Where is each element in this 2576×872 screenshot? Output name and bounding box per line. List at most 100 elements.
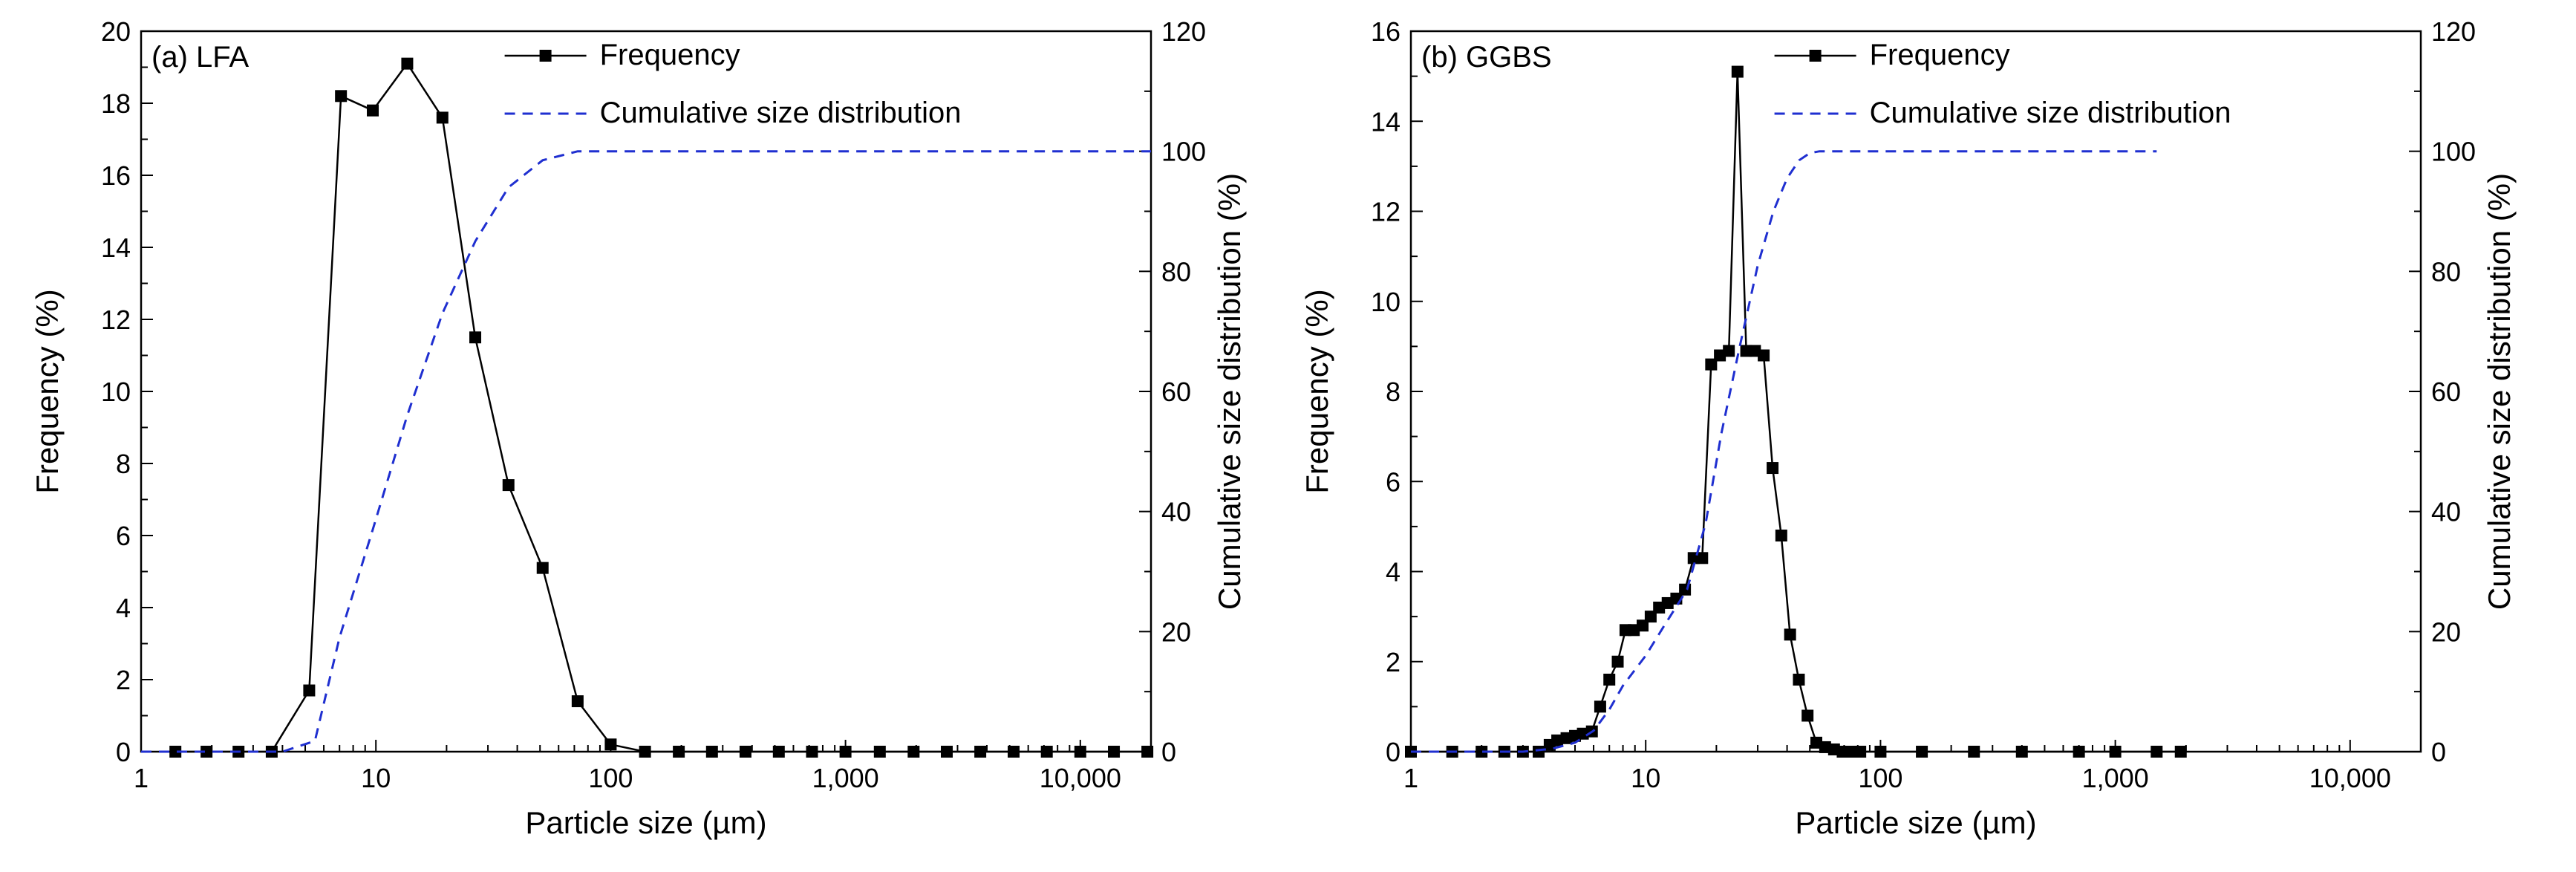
chart-panel--b-ggbs: 1 10 100 1,000 10,000 0 2 4 6 8 10 12 14 16 0 20 40 60 80 1… — [1300, 16, 2517, 840]
frequency-marker — [1705, 358, 1718, 371]
y-tick-label: 10 — [101, 377, 131, 407]
frequency-marker — [1793, 674, 1805, 686]
y2-tick-label: 80 — [2431, 256, 2461, 287]
frequency-marker — [502, 479, 515, 492]
frequency-marker — [974, 746, 987, 758]
frequency-marker — [1696, 552, 1709, 564]
frequency-marker — [1141, 746, 1154, 758]
y2-tick-label: 0 — [2431, 737, 2446, 767]
legend-label-frequency: Frequency — [600, 39, 740, 71]
x-tick-label: 10 — [361, 763, 391, 793]
frequency-marker — [1723, 345, 1735, 357]
x-tick-label: 100 — [1858, 763, 1902, 793]
frequency-marker — [2151, 746, 2163, 758]
y-tick-label: 16 — [101, 160, 131, 191]
y2-tick-label: 60 — [2431, 377, 2461, 407]
chart-panel--a-lfa: 1 10 100 1,000 10,000 0 2 4 6 8 10 12 14 16 18 20 0 20 40 6… — [30, 16, 1247, 840]
frequency-marker — [2015, 746, 2028, 758]
y2-tick-label: 120 — [1161, 16, 1206, 47]
frequency-marker — [469, 331, 482, 344]
frequency-marker — [1731, 65, 1744, 78]
y-tick-label: 4 — [116, 593, 131, 623]
frequency-marker — [1758, 349, 1770, 362]
frequency-marker — [303, 684, 316, 697]
y-tick-label: 14 — [1371, 106, 1401, 137]
plot-frame — [1409, 30, 2422, 753]
x-tick-label: 10,000 — [2309, 763, 2391, 793]
frequency-marker — [1108, 746, 1121, 758]
frequency-marker — [1603, 674, 1616, 686]
legend-label-cumulative: Cumulative size distribution — [600, 97, 962, 129]
y-tick-label: 6 — [116, 521, 131, 551]
x-axis-title: Particle size (µm) — [525, 805, 766, 840]
frequency-marker — [2174, 746, 2187, 758]
frequency-marker — [1040, 746, 1053, 758]
y2-tick-label: 60 — [1161, 377, 1191, 407]
y-axis-title: Frequency (%) — [30, 289, 65, 493]
frequency-marker — [571, 695, 584, 708]
y-tick-label: 12 — [101, 305, 131, 335]
x-tick-label: 1 — [134, 763, 149, 793]
y-tick-label: 10 — [1371, 287, 1401, 317]
y2-tick-label: 40 — [1161, 497, 1191, 527]
frequency-marker — [1767, 462, 1779, 475]
frequency-marker — [1008, 746, 1020, 758]
y2-axis-title: Cumulative size distribution (%) — [2482, 173, 2517, 610]
y-tick-label: 20 — [101, 16, 131, 47]
frequency-marker — [1611, 655, 1624, 668]
x-axis-title: Particle size (µm) — [1795, 805, 2036, 840]
x-tick-label: 1,000 — [812, 763, 879, 793]
frequency-marker — [1644, 611, 1657, 623]
frequency-marker — [1637, 619, 1649, 632]
panel-label: (b) GGBS — [1421, 41, 1552, 74]
legend-frequency-marker — [1809, 50, 1822, 62]
frequency-marker — [1784, 628, 1796, 641]
frequency-marker — [705, 746, 718, 758]
frequency-marker — [1074, 746, 1086, 758]
y2-tick-label: 40 — [2431, 497, 2461, 527]
y2-tick-label: 20 — [2431, 616, 2461, 647]
x-tick-label: 10 — [1631, 763, 1660, 793]
frequency-marker — [1476, 746, 1488, 758]
frequency-line — [175, 62, 1148, 753]
frequency-marker — [839, 746, 852, 758]
cumulative-distribution-line — [141, 150, 1151, 753]
y-tick-label: 8 — [1386, 377, 1401, 407]
frequency-marker — [1775, 530, 1787, 541]
frequency-marker — [1845, 746, 1857, 758]
frequency-marker — [1551, 734, 1564, 746]
frequency-marker — [1968, 746, 1980, 758]
y-tick-label: 14 — [101, 232, 131, 263]
x-tick-label: 100 — [588, 763, 633, 793]
y-tick-label: 2 — [116, 665, 131, 695]
y2-axis-title: Cumulative size distribution (%) — [1212, 173, 1247, 610]
frequency-marker — [673, 746, 685, 758]
frequency-marker — [200, 746, 213, 758]
frequency-marker — [335, 90, 348, 103]
y-tick-label: 0 — [1386, 737, 1401, 767]
frequency-marker — [907, 746, 920, 758]
legend-label-frequency: Frequency — [1870, 39, 2010, 71]
frequency-marker — [806, 746, 818, 758]
y-tick-label: 18 — [101, 88, 131, 119]
frequency-marker — [1576, 727, 1589, 740]
cumulative-distribution-line — [1411, 150, 2157, 753]
y2-tick-label: 120 — [2431, 16, 2476, 47]
y-tick-label: 4 — [1386, 557, 1401, 588]
frequency-marker — [1854, 746, 1867, 758]
legend-frequency-marker — [539, 50, 552, 62]
frequency-marker — [1801, 709, 1814, 722]
y-tick-label: 0 — [116, 737, 131, 767]
y2-tick-label: 20 — [1161, 616, 1191, 647]
y-tick-label: 8 — [116, 449, 131, 479]
y-tick-label: 2 — [1386, 647, 1401, 677]
x-tick-label: 10,000 — [1040, 763, 1121, 793]
x-tick-label: 1,000 — [2082, 763, 2149, 793]
frequency-marker — [536, 562, 549, 574]
frequency-marker — [401, 57, 414, 70]
frequency-marker — [1714, 349, 1726, 362]
y-tick-label: 6 — [1386, 466, 1401, 497]
frequency-marker — [772, 746, 785, 758]
x-tick-label: 1 — [1403, 763, 1418, 793]
